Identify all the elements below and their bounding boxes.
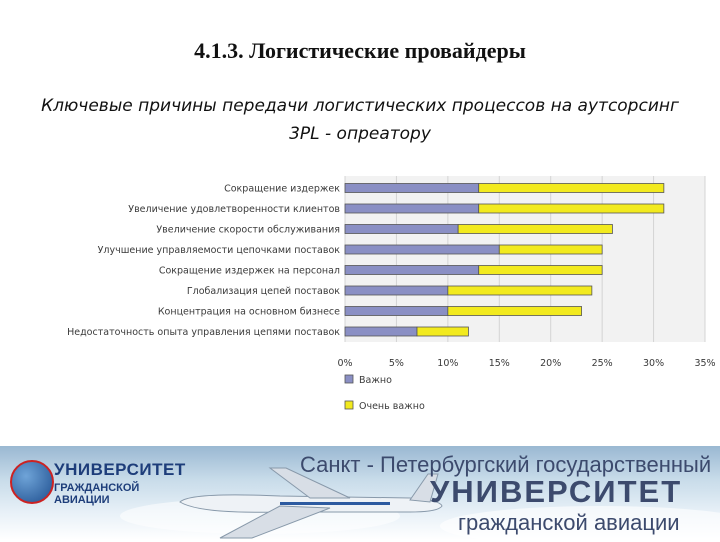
x-tick-label: 25%: [592, 358, 613, 369]
category-label: Увеличение удовлетворенности клиентов: [128, 204, 340, 215]
x-tick-label: 20%: [540, 358, 561, 369]
bar-segment: [344, 285, 449, 296]
globe-icon: [10, 460, 54, 504]
bar-segment: [416, 326, 469, 337]
legend-label: Очень важно: [359, 401, 425, 412]
footer-line-2: УНИВЕРСИТЕТ: [430, 474, 683, 509]
bar-segment: [344, 265, 480, 275]
category-label: Увеличение скорости обслуживания: [156, 225, 340, 236]
bar-segment: [344, 203, 480, 214]
x-tick-label: 30%: [643, 358, 664, 369]
bar-segment: [447, 285, 593, 296]
chart: Сокращение издержек Увеличение удовлетвор…: [67, 176, 716, 412]
slide-title: 4.1.3. Логистические провайдеры: [194, 38, 526, 63]
bar-segment: [344, 326, 418, 337]
x-tick-label: 35%: [694, 358, 715, 369]
university-logo: УНИВЕРСИТЕТ ГРАЖДАНСКОЙ АВИАЦИИ: [10, 456, 185, 516]
bar-segment: [457, 224, 613, 234]
footer-banner: УНИВЕРСИТЕТ ГРАЖДАНСКОЙ АВИАЦИИ: [0, 446, 720, 540]
footer-line-1: Санкт - Петербургский государственный: [300, 452, 712, 477]
legend-label: Важно: [359, 375, 392, 386]
bar-segment: [447, 306, 582, 316]
bar-segment: [478, 183, 665, 193]
category-label: Недостаточность опыта управления цепями …: [67, 327, 340, 338]
category-label: Сокращение издержек: [224, 184, 340, 195]
category-labels: Сокращение издержек Увеличение удовлетвор…: [67, 184, 340, 339]
slide-subtitle: Ключевые причины передачи логистических …: [41, 96, 679, 144]
bar-segment: [344, 224, 459, 234]
bars: [344, 183, 665, 337]
bar-segment: [478, 203, 665, 214]
footer-line-3: гражданской авиации: [458, 510, 680, 535]
logo-title: УНИВЕРСИТЕТ: [54, 460, 186, 479]
bar-segment: [344, 306, 449, 316]
x-tick-label: 0%: [337, 358, 352, 369]
category-label: Улучшение управляемости цепочками постав…: [98, 245, 341, 256]
airplane-icon: [179, 467, 443, 539]
legend-swatch: [344, 374, 354, 384]
legend-swatch: [344, 400, 354, 410]
category-label: Сокращение издержек на персонал: [159, 266, 340, 277]
logo-subtitle: ГРАЖДАНСКОЙ АВИАЦИИ: [54, 482, 140, 506]
legend: Важно Очень важно: [344, 374, 425, 412]
plot-background: [345, 176, 705, 342]
x-tick-label: 5%: [389, 358, 404, 369]
category-label: Концентрация на основном бизнесе: [158, 307, 340, 318]
bar-segment: [344, 244, 500, 255]
x-tick-label: 10%: [437, 358, 458, 369]
x-tick-labels: 0% 5% 10% 15% 20% 25% 30% 35%: [337, 358, 715, 369]
bar-segment: [478, 265, 603, 275]
bar-segment: [498, 244, 603, 255]
x-tick-label: 15%: [489, 358, 510, 369]
bar-segment: [344, 183, 480, 193]
category-label: Глобализация цепей поставок: [187, 286, 340, 297]
